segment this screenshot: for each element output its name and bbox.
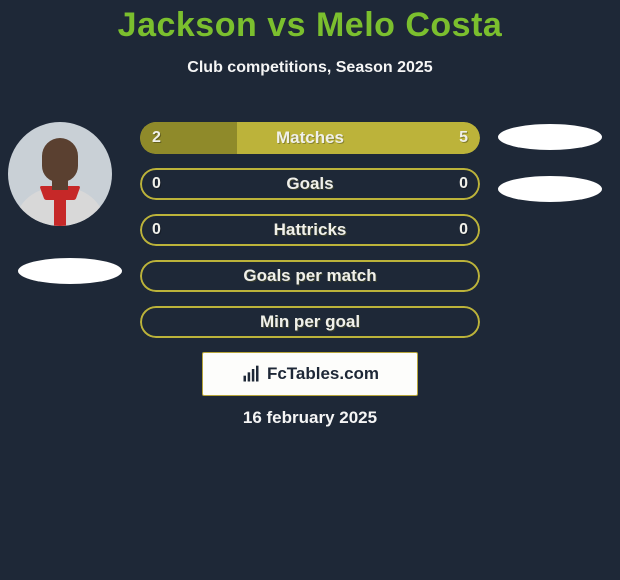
player2-team-placeholder <box>498 176 602 202</box>
stat-row: Min per goal <box>140 306 480 338</box>
stat-right-value: 0 <box>459 168 468 200</box>
stat-row: Hattricks0 0 <box>140 214 480 246</box>
stat-row: Goals per match <box>140 260 480 292</box>
watermark: FcTables.com <box>202 352 418 396</box>
barchart-icon <box>241 364 261 384</box>
title-vs: vs <box>257 6 316 44</box>
stat-row: Matches2 5 <box>140 122 480 154</box>
stat-label: Hattricks <box>140 214 480 246</box>
stats-bars: Matches25Goals00Hattricks00Goals per mat… <box>140 122 480 352</box>
stat-right-value: 5 <box>459 122 468 154</box>
stat-row: Goals0 0 <box>140 168 480 200</box>
watermark-text: FcTables.com <box>267 364 379 384</box>
stat-label: Goals <box>140 168 480 200</box>
player2-avatar-placeholder <box>498 124 602 150</box>
player1-avatar <box>8 122 112 226</box>
stat-label: Min per goal <box>140 306 480 338</box>
stat-label: Goals per match <box>140 260 480 292</box>
title-player1: Jackson <box>118 6 258 44</box>
page-title: Jackson vs Melo Costa <box>0 0 620 45</box>
player1-team-placeholder <box>18 258 122 284</box>
title-player2: Melo Costa <box>316 6 502 44</box>
stat-left-value: 0 <box>152 214 161 246</box>
subtitle: Club competitions, Season 2025 <box>0 59 620 77</box>
stat-left-value: 0 <box>152 168 161 200</box>
date: 16 february 2025 <box>0 408 620 428</box>
stat-right-value: 0 <box>459 214 468 246</box>
stat-left-value: 2 <box>152 122 161 154</box>
stat-label: Matches <box>140 122 480 154</box>
